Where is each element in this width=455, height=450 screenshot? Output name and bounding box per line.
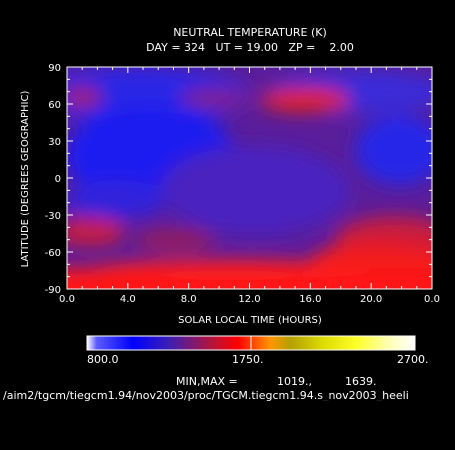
y-axis-label: LATITUDE (DEGREES GEOGRAPHIC) bbox=[20, 90, 31, 268]
axis-ticks: 0.0 4.0 8.0 12.0 16.0 20.0 0.0 90 60 30 0 -30 -60 -90 bbox=[45, 63, 440, 305]
x-tick-label: 16.0 bbox=[299, 294, 321, 305]
minmax-label: MIN,MAX = bbox=[176, 375, 238, 388]
y-tick-label: -60 bbox=[45, 248, 61, 259]
heatmap-blob bbox=[135, 230, 215, 250]
y-tick-label: 30 bbox=[48, 137, 61, 148]
heatmap-blob bbox=[160, 145, 350, 235]
colorbar-min-label: 800.0 bbox=[87, 353, 119, 366]
chart-title: NEUTRAL TEMPERATURE (K) bbox=[173, 26, 327, 39]
heatmap-field bbox=[67, 67, 432, 289]
colorbar-mid-label: 1750. bbox=[232, 353, 264, 366]
heatmap-blob bbox=[355, 115, 432, 185]
x-tick-label: 12.0 bbox=[238, 294, 260, 305]
heatmap-blob bbox=[90, 260, 370, 280]
heatmap-blob bbox=[67, 180, 165, 220]
x-tick-label: 8.0 bbox=[181, 294, 197, 305]
x-tick-label: 20.0 bbox=[360, 294, 382, 305]
heatmap-blob bbox=[67, 87, 102, 107]
x-axis-label: SOLAR LOCAL TIME (HOURS) bbox=[178, 315, 322, 326]
x-tick-label: 0.0 bbox=[59, 294, 75, 305]
y-tick-label: -90 bbox=[45, 285, 61, 296]
min-value: 1019., bbox=[277, 375, 312, 388]
y-tick-label: 90 bbox=[48, 63, 61, 74]
heatmap-blob bbox=[67, 67, 250, 123]
x-tick-label: 0.0 bbox=[424, 294, 440, 305]
chart-subtitle: DAY = 324 UT = 19.00 ZP = 2.00 bbox=[146, 41, 354, 54]
x-tick-label: 4.0 bbox=[120, 294, 136, 305]
file-path: /aim2/tgcm/tiegcm1.94/nov2003/proc/TGCM.… bbox=[3, 390, 409, 401]
heatmap-blob bbox=[67, 218, 125, 246]
y-tick-label: -30 bbox=[45, 211, 61, 222]
colorbar-max-label: 2700. bbox=[397, 353, 429, 366]
y-tick-label: 60 bbox=[48, 100, 61, 111]
max-value: 1639. bbox=[345, 375, 377, 388]
heatmap-blob bbox=[260, 88, 350, 112]
y-tick-label: 0 bbox=[55, 174, 61, 185]
heatmap-blob bbox=[180, 90, 250, 106]
